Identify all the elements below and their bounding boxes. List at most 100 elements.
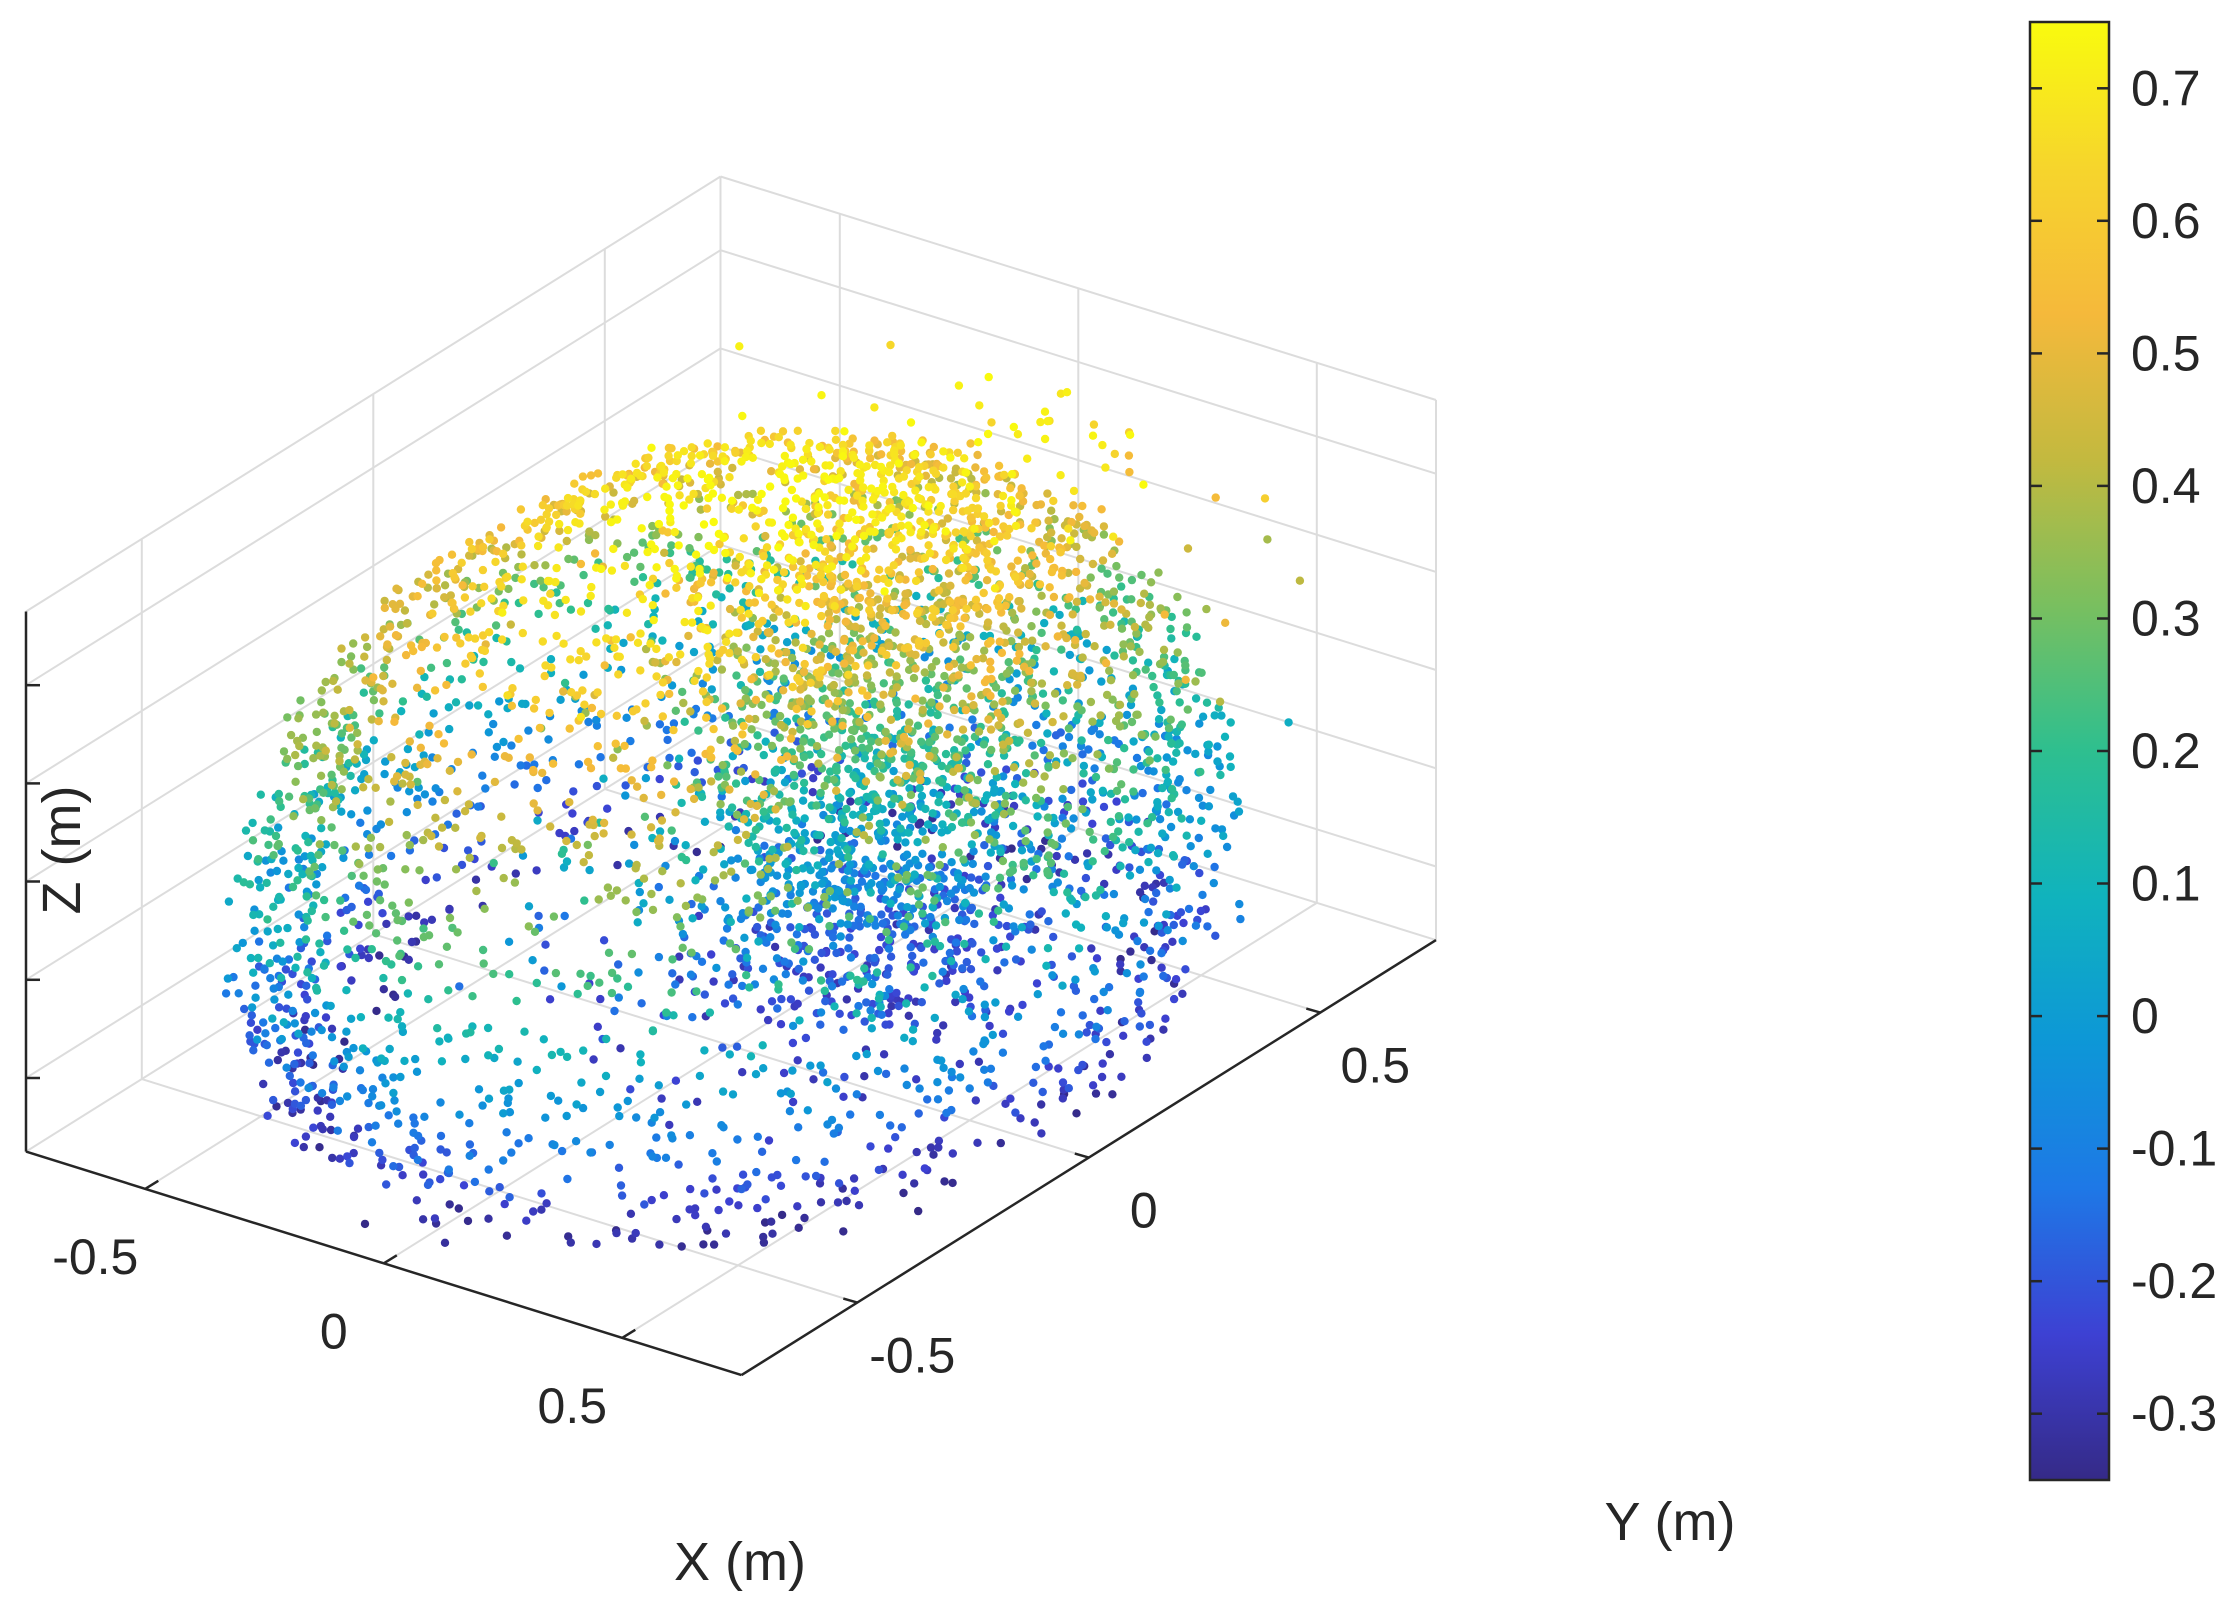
data-point [848, 560, 857, 569]
data-point [757, 700, 766, 710]
data-point [648, 905, 658, 915]
data-point [901, 589, 910, 598]
data-point [1191, 749, 1200, 759]
data-point [472, 886, 481, 896]
data-point [926, 1143, 936, 1152]
data-point [744, 609, 753, 618]
data-point [1183, 746, 1192, 755]
data-point [776, 1089, 786, 1098]
data-point [400, 1056, 409, 1066]
data-point [1126, 700, 1136, 710]
data-point [1028, 636, 1037, 645]
data-point [884, 935, 894, 945]
data-point [908, 951, 917, 961]
data-point [559, 639, 568, 648]
data-point [1045, 583, 1054, 592]
data-point [1058, 1029, 1068, 1039]
data-point [973, 450, 982, 460]
data-point [1076, 671, 1085, 680]
data-point [592, 638, 601, 647]
data-point [665, 753, 674, 763]
data-point [593, 688, 602, 697]
data-point [965, 633, 975, 642]
data-point [532, 978, 541, 988]
data-point [413, 592, 422, 601]
data-point [1101, 598, 1110, 607]
data-point [762, 543, 772, 552]
data-point [913, 838, 922, 847]
data-point [391, 631, 401, 640]
data-point [839, 1227, 848, 1236]
data-point [481, 784, 490, 793]
data-point [529, 1207, 538, 1216]
data-point [990, 767, 1000, 776]
data-point [502, 543, 511, 552]
data-point [1021, 796, 1030, 805]
data-point [635, 1074, 644, 1084]
data-point [604, 604, 613, 614]
data-point [823, 501, 832, 510]
data-point [846, 1110, 855, 1119]
data-point [576, 509, 585, 518]
data-point [788, 1021, 798, 1031]
data-point [431, 784, 440, 793]
data-point [463, 846, 473, 855]
data-point [961, 705, 970, 715]
data-point [971, 493, 981, 503]
data-point [945, 597, 955, 607]
data-point [299, 795, 308, 804]
data-point [517, 699, 527, 708]
data-point [1099, 987, 1108, 997]
data-point [1068, 669, 1077, 678]
data-point [440, 593, 449, 602]
data-point [1117, 582, 1126, 591]
data-point [664, 653, 674, 662]
data-point [440, 795, 450, 805]
data-point [859, 581, 869, 590]
data-point [1002, 531, 1012, 540]
data-point [702, 697, 711, 707]
data-point [369, 673, 378, 682]
data-point [1056, 471, 1065, 480]
data-point [1027, 678, 1036, 687]
data-point [794, 529, 803, 538]
data-point [908, 503, 917, 513]
data-point [383, 640, 392, 649]
data-point [563, 1174, 572, 1184]
data-point [627, 776, 636, 785]
data-point [730, 736, 740, 746]
data-point [1118, 843, 1127, 852]
data-point [1152, 866, 1161, 875]
data-point [303, 916, 312, 925]
data-point [902, 870, 911, 880]
data-point [892, 862, 901, 871]
data-point [268, 1014, 277, 1023]
data-point [979, 588, 988, 598]
data-point [407, 937, 417, 947]
data-point [931, 921, 941, 930]
data-point [798, 796, 808, 805]
data-point [557, 849, 567, 858]
data-point [590, 549, 600, 558]
data-point [1117, 624, 1127, 633]
data-point [390, 717, 399, 726]
data-point [382, 919, 391, 929]
data-point [590, 831, 599, 841]
data-point [1001, 942, 1011, 951]
data-point [840, 818, 849, 827]
data-point [1164, 724, 1174, 733]
data-point [401, 770, 410, 779]
data-point [1009, 922, 1018, 931]
data-point [941, 917, 950, 927]
data-point [1119, 1031, 1128, 1041]
data-point [947, 822, 957, 832]
data-point [689, 647, 699, 657]
data-point [954, 671, 963, 680]
data-point [933, 1095, 943, 1104]
data-point [844, 764, 853, 774]
data-point [839, 1092, 848, 1102]
data-point [505, 1193, 514, 1202]
data-point [994, 721, 1003, 730]
data-point [273, 924, 282, 934]
data-point [1192, 632, 1201, 641]
